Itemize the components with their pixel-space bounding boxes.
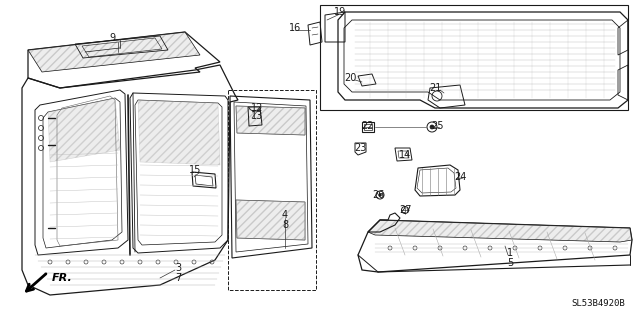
Text: 12: 12 <box>251 103 263 113</box>
Circle shape <box>430 125 434 129</box>
Text: 13: 13 <box>251 111 263 121</box>
Text: FR.: FR. <box>52 273 73 283</box>
Polygon shape <box>138 100 220 165</box>
Text: 8: 8 <box>282 220 288 230</box>
Polygon shape <box>236 200 305 240</box>
Text: 27: 27 <box>399 205 412 215</box>
Text: 20: 20 <box>344 73 356 83</box>
Text: 23: 23 <box>354 143 366 153</box>
Polygon shape <box>368 220 632 242</box>
Text: 9: 9 <box>109 33 115 43</box>
Polygon shape <box>28 32 200 72</box>
Text: 4: 4 <box>282 210 288 220</box>
Text: 26: 26 <box>372 190 384 200</box>
Bar <box>320 5 628 110</box>
Polygon shape <box>48 98 120 162</box>
Bar <box>228 90 316 290</box>
Text: 14: 14 <box>399 150 411 160</box>
Text: 7: 7 <box>175 273 181 283</box>
Text: 3: 3 <box>175 263 181 273</box>
Text: SL53B4920B: SL53B4920B <box>572 299 625 308</box>
Text: 1: 1 <box>507 248 513 258</box>
Text: 25: 25 <box>431 121 444 131</box>
Polygon shape <box>236 106 305 135</box>
Text: 5: 5 <box>507 258 513 268</box>
Text: 24: 24 <box>454 172 466 182</box>
Text: 15: 15 <box>189 165 201 175</box>
Text: 22: 22 <box>361 121 373 131</box>
Text: 16: 16 <box>289 23 301 33</box>
Circle shape <box>378 194 381 197</box>
Text: 21: 21 <box>429 83 441 93</box>
Text: 19: 19 <box>334 7 346 17</box>
